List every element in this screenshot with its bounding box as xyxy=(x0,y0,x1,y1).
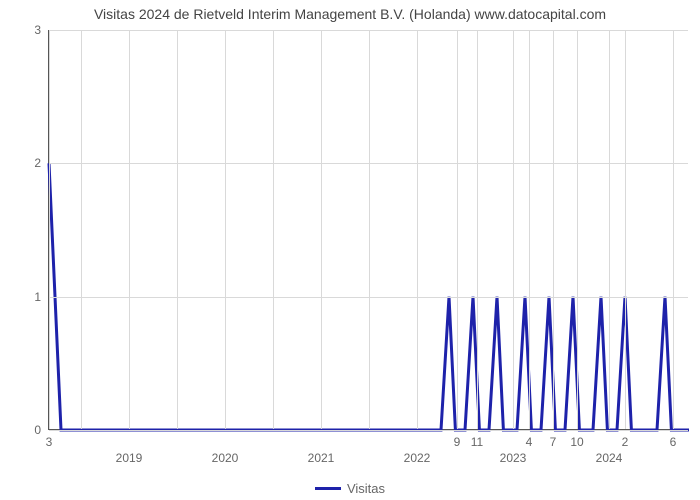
x-tick-label-year: 2024 xyxy=(596,451,623,465)
grid-v xyxy=(417,30,418,429)
y-tick-label: 3 xyxy=(34,23,41,37)
chart-container: Visitas 2024 de Rietveld Interim Managem… xyxy=(0,0,700,500)
grid-v xyxy=(553,30,554,429)
x-tick-label-year: 2023 xyxy=(500,451,527,465)
grid-v xyxy=(273,30,274,429)
y-tick-label: 1 xyxy=(34,290,41,304)
grid-v xyxy=(129,30,130,429)
grid-v xyxy=(513,30,514,429)
legend: Visitas xyxy=(0,478,700,496)
grid-v xyxy=(225,30,226,429)
grid-v xyxy=(529,30,530,429)
legend-label: Visitas xyxy=(347,481,385,496)
grid-v xyxy=(577,30,578,429)
grid-v xyxy=(49,30,50,429)
x-tick-label-month: 11 xyxy=(471,435,483,449)
grid-v xyxy=(625,30,626,429)
grid-v xyxy=(177,30,178,429)
x-tick-label-month: 6 xyxy=(670,435,677,449)
grid-v xyxy=(457,30,458,429)
grid-v xyxy=(81,30,82,429)
legend-swatch xyxy=(315,487,341,490)
x-tick-label-year: 2020 xyxy=(212,451,239,465)
grid-v xyxy=(321,30,322,429)
x-tick-label-month: 4 xyxy=(526,435,533,449)
x-tick-label-month: 9 xyxy=(454,435,461,449)
x-tick-label-year: 2019 xyxy=(116,451,143,465)
x-tick-label-month: 3 xyxy=(46,435,53,449)
x-tick-label-month: 10 xyxy=(570,435,583,449)
x-tick-label-month: 2 xyxy=(622,435,629,449)
x-tick-label-year: 2021 xyxy=(308,451,335,465)
grid-v xyxy=(609,30,610,429)
grid-v xyxy=(673,30,674,429)
grid-v xyxy=(477,30,478,429)
x-tick-label-month: 7 xyxy=(550,435,557,449)
x-tick-label-year: 2022 xyxy=(404,451,431,465)
y-tick-label: 2 xyxy=(34,156,41,170)
grid-h xyxy=(49,430,688,431)
plot-area: 01233911471026201920202021202220232024 xyxy=(48,30,688,430)
y-tick-label: 0 xyxy=(34,423,41,437)
legend-item-visitas: Visitas xyxy=(315,481,385,496)
chart-title: Visitas 2024 de Rietveld Interim Managem… xyxy=(0,6,700,22)
grid-v xyxy=(369,30,370,429)
